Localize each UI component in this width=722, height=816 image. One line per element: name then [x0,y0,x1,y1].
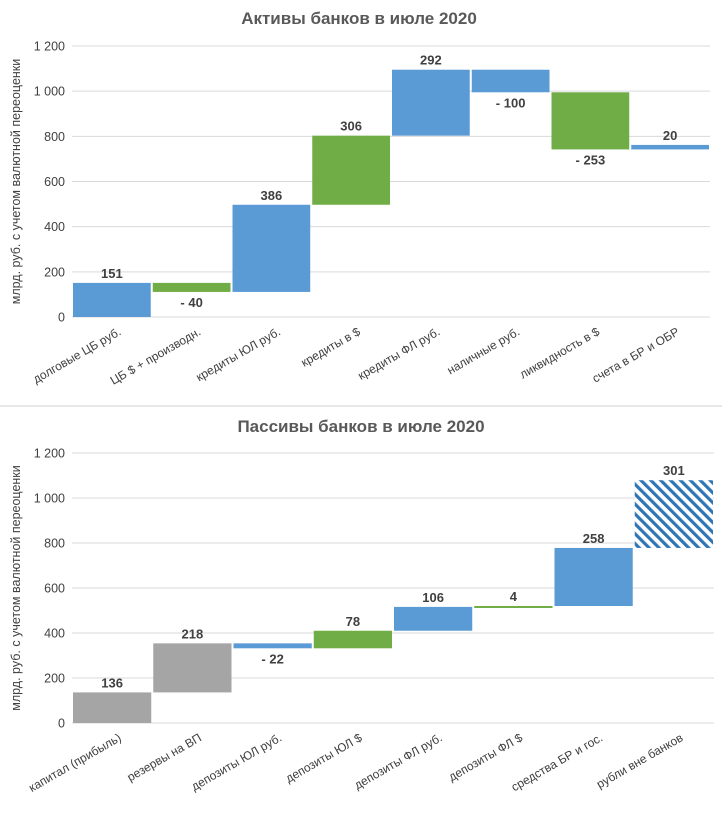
chart1-ytick-label: 1 000 [34,85,65,99]
chart2-title: Пассивы банков в июле 2020 [237,417,484,436]
chart1-xtick-label: ЦБ $ + производн. [108,324,203,387]
chart1-bar [471,69,550,93]
chart2-ytick-label: 200 [44,672,65,686]
chart1-bar [551,92,630,150]
chart1-bar [232,204,311,292]
chart1-ytick-label: 200 [44,265,65,279]
chart2-bar [313,630,392,649]
chart1-ytick-label: 1 200 [34,40,65,54]
chart1-ytick-label: 400 [44,220,65,234]
chart2-bar [634,480,713,548]
chart1-data-label: 151 [101,266,123,281]
chart2-data-label: 136 [101,675,123,690]
chart2-bar [153,643,232,693]
chart1-data-label: 292 [420,53,442,68]
chart1-xtick-label: кредиты ФЛ руб. [355,324,442,382]
chart1-data-label: - 253 [576,152,606,167]
chart2-data-label: - 22 [261,651,283,666]
chart2-ytick-label: 400 [44,627,65,641]
chart2-ytick-label: 0 [58,717,65,731]
chart2-ytick-label: 600 [44,582,65,596]
chart2-xtick-label: резервы на ВП [125,730,204,784]
chart2-xtick-label: рубли вне банков [594,730,685,791]
chart2-xtick-label: депозиты ЮЛ руб. [189,730,284,793]
chart1-data-label: - 100 [496,95,526,110]
chart1-bar [73,282,151,317]
chart2-bar [73,692,152,723]
chart1-xtick-label: счета в БР и ОБР [590,324,682,385]
chart1-data-label: 306 [340,119,362,134]
chart2-data-label: 258 [583,531,605,546]
chart2-data-label: 106 [422,590,444,605]
chart1-bar [152,282,231,292]
chart2-xtick-label: депозиты ФЛ $ [446,730,525,784]
chart2-ylabel: млрд. руб. с учетом валютной переоценки [9,465,23,711]
chart1-xtick-label: наличные руб. [445,324,522,377]
chart2-ytick-label: 1 000 [34,492,65,506]
chart1-ytick-label: 800 [44,130,65,144]
chart1-title: Активы банков в июле 2020 [241,9,477,28]
chart2-data-label: 4 [510,589,518,604]
chart1-bar [631,144,709,150]
chart2-data-label: 78 [346,614,360,629]
chart1-xtick-label: кредиты в $ [299,324,363,369]
chart1-data-label: - 40 [180,295,202,310]
chart1-ytick-label: 0 [58,311,65,325]
chart1-ylabel: млрд. руб. с учетом валютной переоценки [9,59,23,305]
chart2-bar [474,606,553,608]
chart2-bar [233,643,312,649]
chart2-xtick-label: депозиты ЮЛ $ [283,730,365,785]
chart1-data-label: 20 [663,128,677,143]
chart2-bar [394,606,473,631]
chart2-data-label: 301 [663,463,685,478]
chart2-ytick-label: 800 [44,537,65,551]
chart1-xtick-label: кредиты ЮЛ руб. [193,324,282,384]
chart2-bar [554,547,633,606]
chart2-xtick-label: капитал (прибыль) [26,730,123,794]
chart1-data-label: 386 [261,188,283,203]
chart1-bar [312,135,390,205]
chart2-xtick-label: депозиты ФЛ руб. [352,730,445,792]
chart1-ytick-label: 600 [44,175,65,189]
chart1-bar [392,69,470,136]
chart2-data-label: 218 [182,626,204,641]
chart2-ytick-label: 1 200 [34,447,65,461]
